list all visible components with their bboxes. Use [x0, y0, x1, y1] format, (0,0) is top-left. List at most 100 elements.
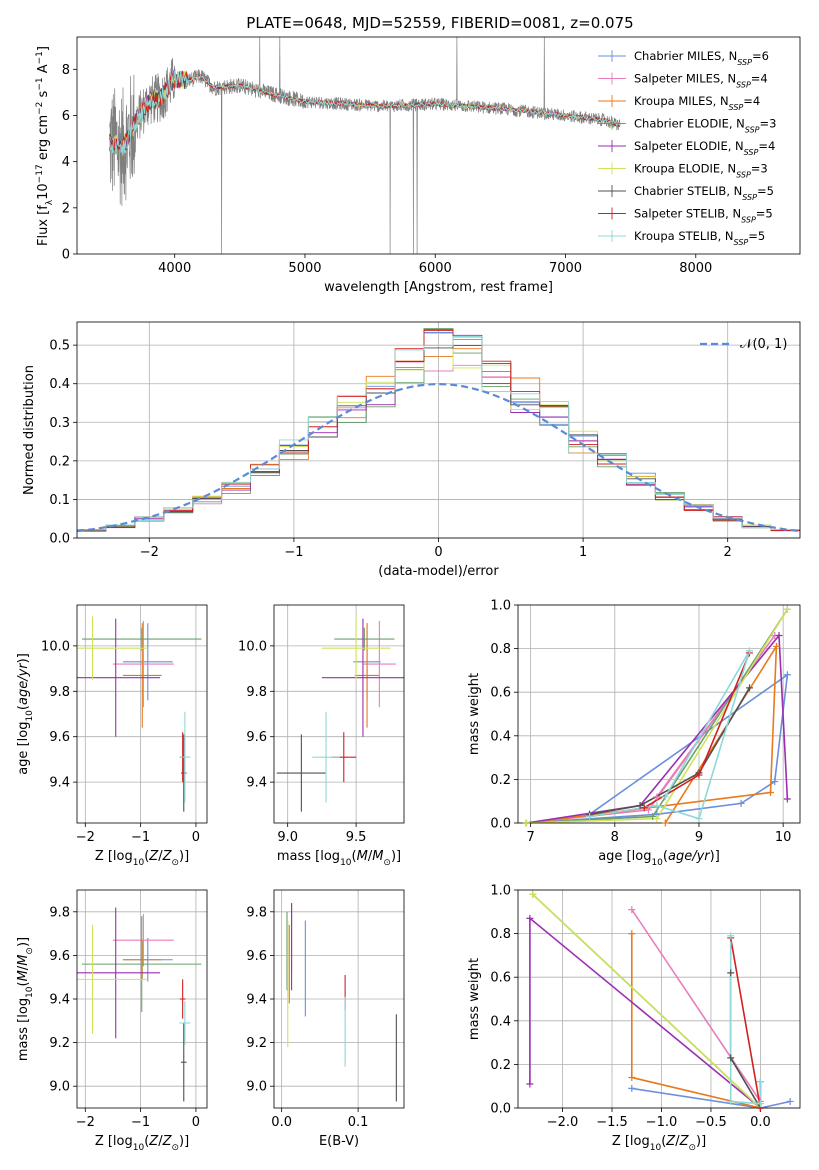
legend-label-sub: SSP [736, 80, 751, 89]
mass-weight-vs-age-xlabel-part: 10 [651, 858, 663, 868]
mass-vs-Z-xlabel-part: ⊙ [171, 1143, 179, 1153]
residuals-ytick-label: 0.1 [49, 493, 70, 508]
spectrum-xtick-label: 6000 [419, 261, 452, 276]
mass-vs-Z-ylabel-part: ( [16, 981, 31, 986]
mass-weight-vs-Z-point-8-1 [727, 1097, 735, 1105]
spectrum-ylabel-part: Flux [f [36, 205, 51, 246]
age-vs-mass-ytick-label: 9.6 [246, 730, 267, 745]
observed-spectrum-line [109, 37, 621, 254]
mass-vs-ebv-marks [286, 903, 397, 1102]
legend-label-name: Salpeter ELODIE, N [634, 139, 744, 153]
spectrum-xlabel: wavelength [Angstrom, rest frame] [324, 280, 553, 295]
legend-label-value: =4 [743, 94, 760, 108]
mass-weight-vs-Z-point-8-0 [727, 932, 735, 940]
legend-label-value: =5 [748, 229, 765, 243]
legend-label-1: Salpeter MILES, NSSP=4 [634, 72, 768, 90]
mass-vs-ebv-xlabel: E(B-V) [319, 1134, 359, 1149]
mass-vs-Z-ylabel-part: mass [log [16, 998, 31, 1061]
legend-label-name: Kroupa ELODIE, N [634, 162, 736, 176]
mass-weight-vs-Z-xlabel-part: Z [679, 1134, 690, 1149]
mass-weight-vs-age-ytick-label: 0.0 [490, 817, 511, 832]
mass-weight-vs-age-point-8-2 [695, 815, 703, 823]
age-vs-Z-xlabel-part: Z [log [95, 849, 133, 864]
mass-weight-vs-age-point-2-2 [772, 642, 780, 650]
legend-label-value: =3 [760, 117, 777, 131]
residuals-ylabel-part: Normed distribution [22, 365, 37, 495]
mass-vs-ebv-ytick-label: 9.2 [246, 1036, 267, 1051]
mass-weight-vs-age-point-5-1 [653, 815, 661, 823]
mass-weight-vs-Z-xlabel-part: ( [661, 1134, 666, 1149]
mass-vs-Z-xlabel-part: Z [162, 1134, 173, 1149]
hist-step-8 [77, 336, 800, 538]
age-vs-Z-xlabel-part: / [158, 849, 163, 864]
age-vs-mass-ytick-label: 9.8 [246, 685, 267, 700]
mass-vs-Z-ylabel-part: / [16, 965, 31, 970]
mass-weight-vs-Z-xlabel-part: 10 [650, 1143, 662, 1153]
mass-vs-ebv-xtick-label: 0.1 [348, 1115, 369, 1130]
mass-weight-vs-Z-ytick-label: 0.2 [490, 1058, 511, 1073]
legend-label-name: Chabrier STELIB, N [634, 184, 742, 198]
mass-weight-vs-Z-xtick-label: −1.5 [596, 1115, 628, 1130]
age-vs-mass-frame [273, 604, 405, 824]
mass-vs-Z-ytick-label: 9.4 [49, 993, 70, 1008]
mass-vs-Z-xlabel-part: / [158, 1134, 163, 1149]
legend-label-sub: SSP [742, 193, 757, 202]
mass-weight-vs-Z-xlabel-part: ⊙ [688, 1143, 696, 1153]
mass-weight-vs-Z-point-8-3 [756, 1078, 764, 1086]
age-vs-mass-xlabel-part: mass [log [277, 849, 340, 864]
age-vs-Z-ytick-label: 10.0 [41, 639, 70, 654]
mass-weight-vs-age-ylabel-part: mass weight [467, 673, 482, 755]
mass-weight-vs-age-point-1-1 [644, 806, 652, 814]
mass-vs-Z-xlabel-part: Z [148, 1134, 159, 1149]
mass-vs-ebv-xtick-label: 0.0 [271, 1115, 292, 1130]
mass-weight-vs-Z-point-6-0 [727, 969, 735, 977]
mass-weight-vs-age-point-8-0 [586, 812, 594, 820]
residuals-xtick-label: 2 [724, 545, 732, 560]
residuals-ytick-label: 0.3 [49, 416, 70, 431]
mass-weight-vs-Z-xlabel-part: Z [log [612, 1134, 650, 1149]
spectrum-ylabel-part: λ [45, 199, 55, 205]
mass-weight-vs-Z-point-0-0 [628, 1084, 636, 1092]
mass-weight-vs-Z-point-2-0 [628, 930, 636, 938]
mass-vs-ebv-xlabel-part: E(B-V) [319, 1134, 359, 1149]
mass-vs-Z-ytick-label: 9.6 [49, 949, 70, 964]
age-vs-mass-marks [276, 616, 404, 812]
spectrum-xlabel-part: wavelength [Angstrom, rest frame] [324, 280, 553, 295]
mass-weight-vs-Z-series-5 [532, 893, 761, 1108]
mass-weight-vs-Z-series-0 [631, 1087, 791, 1108]
mass-weight-vs-age-xlabel-part: age [log [598, 849, 651, 864]
mass-weight-vs-Z-point-4-1 [526, 914, 534, 922]
mass-vs-Z-ytick-label: 9.8 [49, 905, 70, 920]
age-vs-Z-ytick-label: 9.6 [49, 730, 70, 745]
mass-vs-ebv-ytick-label: 9.0 [246, 1080, 267, 1095]
age-vs-Z-panel: −2 −1 09.49.69.810.0Z [log10(Z/Z⊙)]age [lo… [16, 604, 208, 868]
mass-weight-vs-age-ytick-label: 0.2 [490, 773, 511, 788]
mass-vs-ebv-ytick-label: 9.8 [246, 905, 267, 920]
mass-vs-ebv-panel: 0.0 0.1 9.0 9.2 9.4 9.6 9.8 E(B-V) [246, 889, 405, 1149]
age-vs-mass-xtick-label: 9.0 [277, 830, 298, 845]
age-vs-Z-ytick-label: 9.8 [49, 685, 70, 700]
spectrum-ylabel-part: −1 [35, 77, 45, 90]
residuals-ytick-label: 0.4 [49, 377, 70, 392]
legend-label-value: =5 [757, 184, 774, 198]
mass-weight-vs-Z-series-7 [729, 937, 762, 1108]
age-vs-Z-ylabel-part: age/yr [16, 662, 31, 705]
mass-weight-vs-Z-series-8 [729, 935, 762, 1105]
mass-weight-vs-age-ylabel: mass weight [467, 673, 482, 755]
mass-weight-vs-age-point-0-3 [771, 778, 779, 786]
mass-vs-Z-xlabel-part: 10 [133, 1143, 145, 1153]
mass-vs-Z-marks [77, 907, 202, 1102]
spectrum-ylabel-part: A [36, 64, 51, 77]
mass-weight-vs-Z-xtick-label: −1.0 [646, 1115, 678, 1130]
mass-weight-vs-age-point-8-4 [661, 793, 669, 801]
spectrum-panel: 4000 5000 6000 7000 8000 0 2 4 6 8 Chabrier MILES,… [35, 36, 801, 295]
legend-label-name: Kroupa STELIB, N [634, 229, 734, 243]
mass-weight-vs-Z-point-2-1 [628, 1073, 636, 1081]
spectrum-xtick-label: 7000 [549, 261, 582, 276]
age-vs-Z-ytick-label: 9.4 [49, 776, 70, 791]
age-vs-Z-xlabel-part: 10 [133, 858, 145, 868]
